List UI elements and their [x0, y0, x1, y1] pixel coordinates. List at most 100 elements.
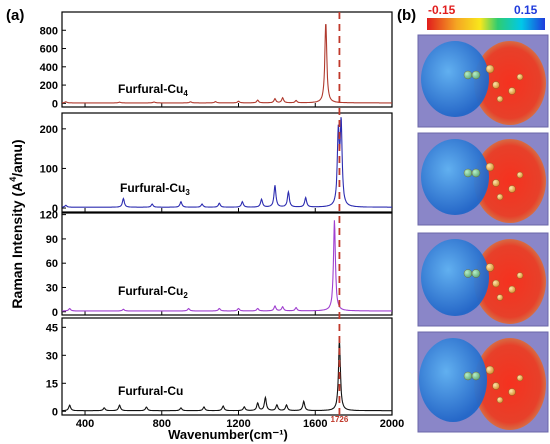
spectrum-line	[62, 24, 392, 104]
atom-sphere	[508, 388, 516, 396]
negative-potential-region	[474, 338, 546, 430]
y-tick-label: 400	[40, 62, 58, 74]
atom-sphere	[492, 179, 500, 187]
y-axis-label-prefix: Raman Intensity (A	[9, 182, 25, 309]
atom-sphere	[471, 371, 481, 381]
negative-potential-region	[474, 41, 546, 125]
x-tick-label: 1200	[226, 418, 250, 430]
spectra-panels: 0200400600800Furfural-Cu40100200Furfural…	[40, 11, 404, 430]
atom-sphere	[463, 269, 473, 278]
y-axis-label: Raman Intensity (A4/amu)	[8, 139, 25, 308]
y-tick-label: 600	[40, 44, 58, 56]
atom-sphere	[492, 81, 500, 89]
atom-sphere	[485, 365, 495, 375]
atom-sphere	[496, 396, 504, 404]
series-label: Furfural-Cu4	[118, 82, 188, 98]
x-tick-label: 2000	[380, 418, 404, 430]
atom-sphere	[516, 374, 524, 382]
atom-sphere	[463, 70, 473, 80]
x-tick-label: 1600	[303, 418, 327, 430]
panel-4: 0 15 30 45 Furfural-Cu	[46, 317, 393, 418]
esp-map-3	[417, 232, 549, 327]
panel-frame	[61, 212, 393, 316]
y-axis-label-sup: 4	[8, 177, 18, 182]
panel-2: 0 100 200 Furfural-Cu3	[40, 112, 393, 215]
esp-map-1	[417, 34, 549, 128]
esp-maps	[417, 34, 549, 433]
atom-sphere	[471, 269, 481, 278]
y-tick-label: 45	[46, 322, 58, 334]
marker-1726: 1726	[331, 12, 349, 424]
series-label-sub: 4	[183, 89, 188, 98]
positive-potential-region	[421, 41, 489, 117]
negative-potential-region	[474, 239, 546, 324]
y-tick-label: 100	[40, 163, 58, 175]
spectrum-line	[61, 117, 392, 208]
atom-sphere	[492, 382, 500, 390]
y-tick-label: 0	[52, 203, 58, 215]
y-tick-label: 0	[52, 98, 58, 110]
series-label: Furfural-Cu	[118, 384, 183, 398]
atom-sphere	[471, 70, 481, 80]
panel-b-label: (b)	[397, 7, 416, 24]
atom-sphere	[516, 272, 524, 279]
y-tick-label: 30	[46, 350, 58, 362]
panel-frame	[61, 112, 393, 213]
atom-sphere	[471, 168, 481, 178]
y-tick-label: 0	[52, 406, 58, 418]
panel-a-label: (a)	[6, 7, 24, 24]
series-label-base: Furfural-Cu	[120, 181, 185, 195]
colorbar-max-label: 0.15	[514, 3, 538, 17]
atom-sphere	[496, 95, 504, 103]
y-tick-label: 60	[46, 258, 58, 270]
y-tick-label: 30	[46, 282, 58, 294]
colorbar-min-label: -0.15	[428, 3, 456, 17]
panel-frame	[61, 317, 393, 416]
y-tick-label: 120	[40, 210, 58, 222]
y-tick-label: 800	[40, 25, 58, 37]
spectrum-line	[62, 339, 392, 412]
series-label: Furfural-Cu3	[120, 181, 190, 197]
atom-sphere	[463, 371, 473, 381]
positive-potential-region	[421, 139, 489, 215]
y-tick-label: 90	[46, 234, 58, 246]
atom-sphere	[496, 193, 504, 201]
x-tick-label: 800	[153, 418, 171, 430]
marker-label: 1726	[331, 415, 349, 424]
positive-potential-region	[419, 338, 487, 422]
atom-sphere	[485, 263, 495, 272]
colorbar-gradient	[427, 18, 545, 30]
x-axis-label: Wavenumber(cm⁻¹)	[168, 427, 288, 442]
y-tick-label: 0	[52, 307, 58, 319]
y-tick-label: 15	[46, 378, 58, 390]
y-axis-label-suffix: /amu)	[9, 139, 25, 176]
y-tick-label: 200	[40, 80, 58, 92]
atom-sphere	[508, 185, 516, 193]
atom-sphere	[463, 168, 473, 178]
positive-potential-region	[421, 239, 489, 316]
esp-map-4	[417, 331, 549, 433]
series-label-sub: 3	[185, 188, 190, 197]
y-tick-label: 200	[40, 124, 58, 136]
atom-sphere	[485, 162, 495, 172]
atom-sphere	[492, 279, 500, 288]
colorbar: -0.15 0.15	[427, 3, 545, 30]
series-label-base: Furfural-Cu	[118, 384, 183, 398]
negative-potential-region	[474, 139, 546, 223]
series-label-base: Furfural-Cu	[118, 82, 183, 96]
series-label-sub: 2	[183, 291, 188, 300]
x-tick-label: 400	[76, 418, 94, 430]
esp-map-2	[417, 132, 549, 226]
atom-sphere	[508, 87, 516, 95]
spectrum-line	[62, 220, 392, 312]
panel-3: 0 30 60 90 120 Furfural-Cu2	[40, 210, 393, 319]
atom-sphere	[485, 64, 495, 74]
series-label: Furfural-Cu2	[118, 284, 188, 300]
atom-sphere	[516, 73, 524, 81]
atom-sphere	[516, 171, 524, 179]
panel-frame	[61, 11, 393, 108]
atom-sphere	[508, 285, 516, 294]
atom-sphere	[496, 294, 504, 301]
series-label-base: Furfural-Cu	[118, 284, 183, 298]
